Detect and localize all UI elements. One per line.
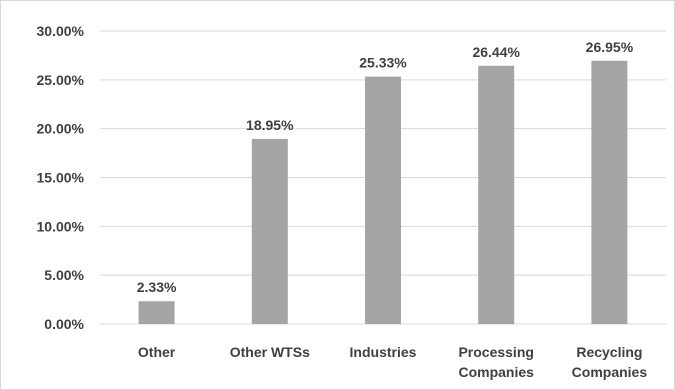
category-label: Recycling Companies (572, 344, 648, 380)
category-label-line: Recycling (576, 344, 642, 360)
category-label: Other WTSs (230, 344, 310, 360)
data-label: 25.33% (359, 55, 407, 71)
category-label-line: Processing (458, 344, 533, 360)
bar (478, 65, 515, 324)
bars (138, 60, 628, 325)
bar (591, 60, 628, 325)
y-tick-label: 10.00% (37, 218, 85, 234)
y-tick-label: 20.00% (37, 121, 85, 137)
category-label: Industries (350, 344, 417, 360)
category-label-line: Other WTSs (230, 344, 310, 360)
y-tick-label: 25.00% (37, 72, 85, 88)
category-label-line: Other (138, 344, 176, 360)
category-label: Processing Companies (458, 344, 534, 380)
data-label: 26.95% (586, 39, 634, 55)
data-label: 2.33% (137, 279, 177, 295)
bar (251, 138, 288, 324)
y-tick-label: 15.00% (37, 170, 85, 186)
bar (365, 76, 401, 324)
data-label: 18.95% (246, 117, 294, 133)
bar (138, 301, 175, 324)
category-label-line: Industries (350, 344, 417, 360)
category-label: Other (138, 344, 176, 360)
category-label-line: Companies (458, 364, 534, 380)
x-axis-category-labels: Other Other WTSs Industries Processing Compa… (138, 344, 647, 380)
y-tick-label: 0.00% (44, 316, 84, 332)
y-tick-label: 30.00% (37, 23, 85, 39)
y-axis-tick-labels: 0.00% 5.00% 10.00% 15.00% 20.00% 25.00% 30.00% (37, 23, 85, 332)
category-label-line: Companies (572, 364, 648, 380)
data-labels: 2.33% 18.95% 25.33% 26.44% 26.95% (137, 39, 634, 295)
data-label: 26.44% (472, 44, 520, 60)
y-tick-label: 5.00% (44, 267, 84, 283)
